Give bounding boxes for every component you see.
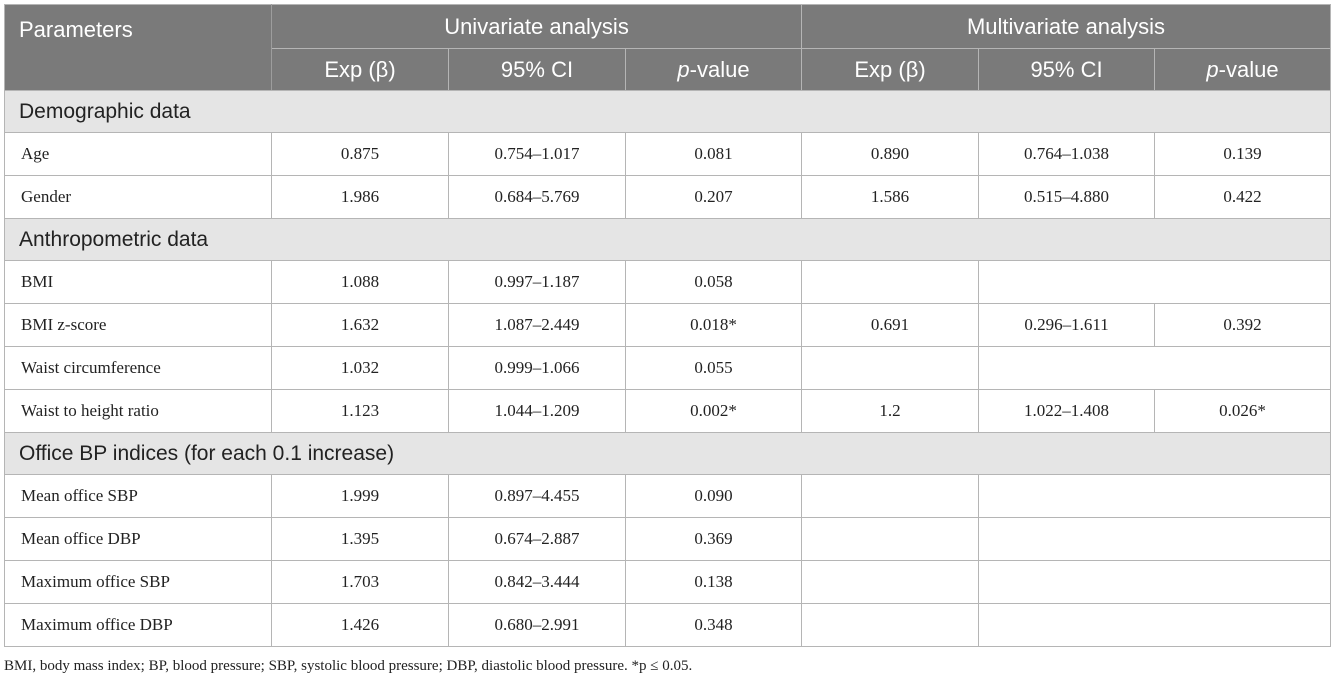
univariate-p-value: 0.081 (624, 132, 803, 176)
univariate-exp-beta: 1.032 (271, 346, 449, 390)
multivariate-empty-cell (978, 474, 1332, 518)
multivariate-p-value-header: p-value (1154, 48, 1332, 91)
multivariate-exp-beta: 0.890 (801, 132, 980, 176)
multivariate-exp-beta (801, 603, 980, 647)
table-body: Demographic data Age 0.875 0.754–1.017 0… (3, 90, 1332, 647)
univariate-p-value-header: p-value (624, 48, 803, 91)
multivariate-exp-beta (801, 346, 980, 390)
univariate-ci: 0.684–5.769 (448, 175, 626, 219)
table-footnote: BMI, body mass index; BP, blood pressure… (4, 658, 693, 674)
multivariate-exp-beta (801, 560, 980, 604)
multivariate-ci: 0.764–1.038 (978, 132, 1156, 176)
table-row: Maximum office SBP 1.703 0.842–3.444 0.1… (4, 560, 1332, 604)
multivariate-p-value: 0.392 (1154, 303, 1332, 347)
multivariate-empty-cell (978, 603, 1332, 647)
table-row: BMI 1.088 0.997–1.187 0.058 (4, 260, 1332, 304)
univariate-p-value: 0.018* (624, 303, 803, 347)
row-label: Gender (4, 175, 272, 219)
univariate-exp-beta: 1.703 (271, 560, 449, 604)
p-letter: p (1206, 56, 1219, 82)
univariate-exp-beta: 1.395 (271, 517, 449, 561)
univariate-ci: 0.754–1.017 (448, 132, 626, 176)
univariate-ci: 0.842–3.444 (448, 560, 626, 604)
multivariate-ci: 0.515–4.880 (978, 175, 1156, 219)
univariate-p-value: 0.055 (624, 346, 803, 390)
univariate-ci: 0.897–4.455 (448, 474, 626, 518)
row-label: Waist circumference (4, 346, 272, 390)
multivariate-exp-beta (801, 260, 980, 304)
multivariate-empty-cell (978, 517, 1332, 561)
univariate-ci: 1.044–1.209 (448, 389, 626, 433)
multivariate-exp-beta: 1.2 (801, 389, 980, 433)
row-label: Maximum office DBP (4, 603, 272, 647)
multivariate-empty-cell (978, 560, 1332, 604)
section-title: Office BP indices (for each 0.1 increase… (3, 432, 1332, 475)
p-value-suffix: -value (689, 56, 750, 82)
univariate-exp-beta: 1.088 (271, 260, 449, 304)
univariate-exp-beta-header: Exp (β) (271, 48, 449, 91)
univariate-ci: 0.999–1.066 (448, 346, 626, 390)
univariate-p-value: 0.138 (624, 560, 803, 604)
univariate-ci: 0.997–1.187 (448, 260, 626, 304)
univariate-exp-beta: 1.999 (271, 474, 449, 518)
univariate-exp-beta: 1.426 (271, 603, 449, 647)
row-label: Mean office SBP (4, 474, 272, 518)
row-label: BMI z-score (4, 303, 272, 347)
univariate-p-value: 0.207 (624, 175, 803, 219)
table-header: Parameters Univariate analysis Multivari… (4, 4, 1332, 91)
p-letter: p (677, 56, 690, 82)
multivariate-p-value: 0.026* (1154, 389, 1332, 433)
univariate-exp-beta: 0.875 (271, 132, 449, 176)
row-label: BMI (4, 260, 272, 304)
multivariate-p-value: 0.422 (1154, 175, 1332, 219)
multivariate-ci: 1.022–1.408 (978, 389, 1156, 433)
p-value-suffix: -value (1218, 56, 1279, 82)
table-row: Gender 1.986 0.684–5.769 0.207 1.586 0.5… (4, 175, 1332, 219)
univariate-exp-beta: 1.986 (271, 175, 449, 219)
multivariate-exp-beta-header: Exp (β) (801, 48, 980, 91)
univariate-p-value: 0.058 (624, 260, 803, 304)
multivariate-p-value: 0.139 (1154, 132, 1332, 176)
table-row: Age 0.875 0.754–1.017 0.081 0.890 0.764–… (4, 132, 1332, 176)
multivariate-ci-header: 95% CI (978, 48, 1156, 91)
univariate-p-value: 0.369 (624, 517, 803, 561)
univariate-p-value: 0.002* (624, 389, 803, 433)
row-label: Age (4, 132, 272, 176)
table-row: Mean office DBP 1.395 0.674–2.887 0.369 (4, 517, 1332, 561)
table-row: Waist to height ratio 1.123 1.044–1.209 … (4, 389, 1332, 433)
results-table: Parameters Univariate analysis Multivari… (3, 4, 1332, 647)
section-title: Anthropometric data (3, 218, 1332, 261)
row-label: Maximum office SBP (4, 560, 272, 604)
multivariate-empty-cell (978, 346, 1332, 390)
table-row: Mean office SBP 1.999 0.897–4.455 0.090 (4, 474, 1332, 518)
multivariate-exp-beta (801, 517, 980, 561)
section-row-demographic: Demographic data (3, 90, 1332, 133)
univariate-ci: 0.680–2.991 (448, 603, 626, 647)
univariate-exp-beta: 1.632 (271, 303, 449, 347)
multivariate-empty-cell (978, 260, 1332, 304)
univariate-ci: 1.087–2.449 (448, 303, 626, 347)
univariate-ci-header: 95% CI (448, 48, 626, 91)
univariate-header: Univariate analysis (270, 4, 803, 49)
table-row: Waist circumference 1.032 0.999–1.066 0.… (4, 346, 1332, 390)
multivariate-header: Multivariate analysis (801, 4, 1332, 49)
section-title: Demographic data (3, 90, 1332, 133)
multivariate-exp-beta (801, 474, 980, 518)
multivariate-exp-beta: 1.586 (801, 175, 980, 219)
table-row: BMI z-score 1.632 1.087–2.449 0.018* 0.6… (4, 303, 1332, 347)
multivariate-exp-beta: 0.691 (801, 303, 980, 347)
section-row-anthropometric: Anthropometric data (3, 218, 1332, 261)
section-row-office-bp: Office BP indices (for each 0.1 increase… (3, 432, 1332, 475)
univariate-p-value: 0.090 (624, 474, 803, 518)
multivariate-ci: 0.296–1.611 (978, 303, 1156, 347)
row-label: Waist to height ratio (4, 389, 272, 433)
parameters-header: Parameters (4, 4, 272, 91)
row-label: Mean office DBP (4, 517, 272, 561)
table-row: Maximum office DBP 1.426 0.680–2.991 0.3… (4, 603, 1332, 647)
univariate-exp-beta: 1.123 (271, 389, 449, 433)
univariate-ci: 0.674–2.887 (448, 517, 626, 561)
univariate-p-value: 0.348 (624, 603, 803, 647)
